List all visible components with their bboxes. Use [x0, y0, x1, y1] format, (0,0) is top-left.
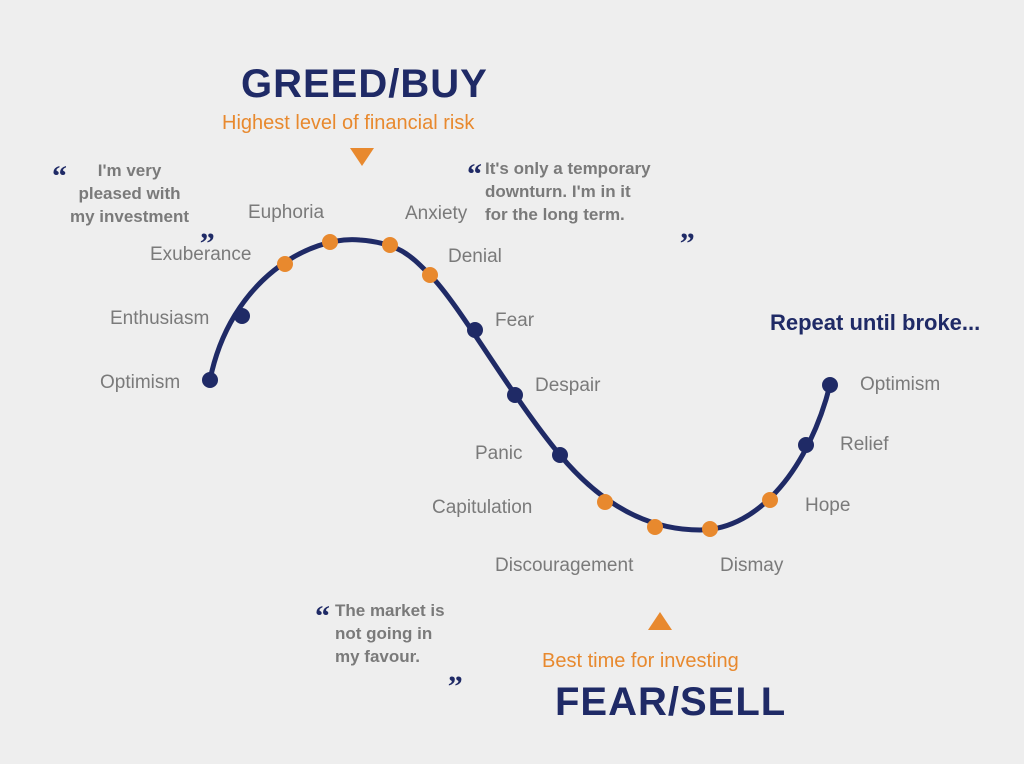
- label-despair: Despair: [535, 375, 600, 397]
- quote-open-icon: “: [467, 158, 482, 192]
- greed-buy-subtitle: Highest level of financial risk: [222, 112, 474, 135]
- label-panic: Panic: [475, 443, 523, 465]
- label-anxiety: Anxiety: [405, 203, 467, 225]
- quote-close-icon: „: [448, 655, 463, 689]
- quote-close-icon: „: [200, 212, 215, 246]
- point-hope: [762, 492, 778, 508]
- label-hope: Hope: [805, 495, 850, 517]
- quote-close-icon: „: [680, 212, 695, 246]
- point-enthusiasm: [234, 308, 250, 324]
- point-optimism1: [202, 372, 218, 388]
- point-fear: [467, 322, 483, 338]
- label-optimism1: Optimism: [100, 372, 180, 394]
- quote-open-icon: “: [52, 160, 67, 194]
- point-exuberance: [277, 256, 293, 272]
- label-denial: Denial: [448, 246, 502, 268]
- point-optimism2: [822, 377, 838, 393]
- label-euphoria: Euphoria: [248, 202, 324, 224]
- point-relief: [798, 437, 814, 453]
- chart-stage: GREED/BUY Highest level of financial ris…: [0, 0, 1024, 764]
- label-dismay: Dismay: [720, 555, 783, 577]
- point-dismay: [702, 521, 718, 537]
- label-discouragement: Discouragement: [495, 555, 633, 577]
- point-capitulation: [597, 494, 613, 510]
- arrow-up-icon: [648, 612, 672, 630]
- repeat-label: Repeat until broke...: [770, 310, 980, 336]
- label-capitulation: Capitulation: [432, 497, 532, 519]
- quote-market: The market isnot going inmy favour.: [335, 600, 445, 669]
- label-enthusiasm: Enthusiasm: [110, 308, 209, 330]
- label-relief: Relief: [840, 434, 889, 456]
- point-euphoria: [322, 234, 338, 250]
- greed-buy-title: GREED/BUY: [241, 62, 488, 107]
- fear-sell-title: FEAR/SELL: [555, 680, 786, 725]
- fear-sell-subtitle: Best time for investing: [542, 650, 739, 673]
- point-despair: [507, 387, 523, 403]
- point-discouragement: [647, 519, 663, 535]
- point-denial: [422, 267, 438, 283]
- arrow-down-icon: [350, 148, 374, 166]
- point-anxiety: [382, 237, 398, 253]
- label-optimism2: Optimism: [860, 374, 940, 396]
- label-exuberance: Exuberance: [150, 244, 251, 266]
- quote-open-icon: “: [315, 600, 330, 634]
- quote-investment: I'm verypleased withmy investment: [70, 160, 189, 229]
- point-panic: [552, 447, 568, 463]
- label-fear: Fear: [495, 310, 534, 332]
- quote-downturn: It's only a temporarydownturn. I'm in it…: [485, 158, 651, 227]
